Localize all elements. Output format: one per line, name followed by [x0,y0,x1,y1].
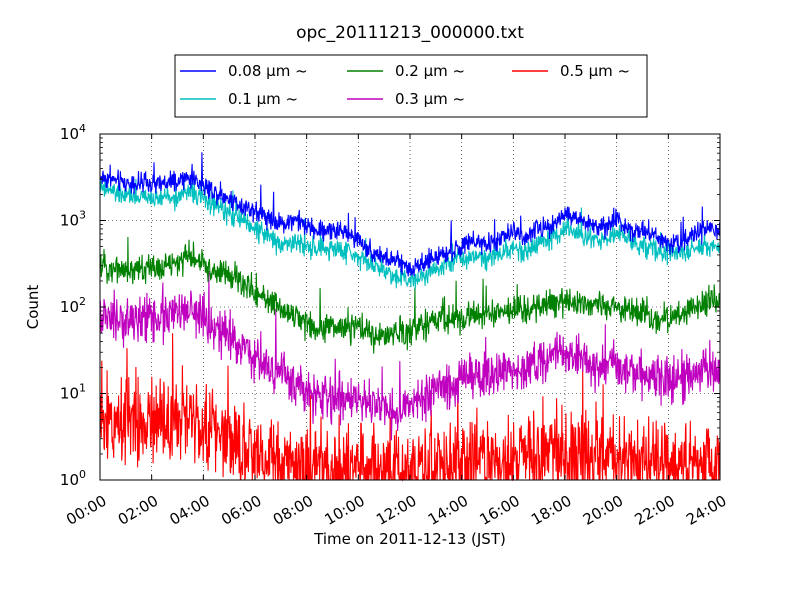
x-tick-label: 06:00 [218,492,264,529]
y-tick-label: 104 [60,122,86,143]
series-line [99,270,721,441]
chart-title: opc_20111213_000000.txt [296,23,524,43]
y-axis-label: Count [24,285,42,330]
legend: 0.08 μm ~ 0.1 μm ~ 0.2 μm ~ 0.3 μm ~ 0.5 μm … [174,54,648,118]
y-tick-label: 103 [60,209,86,230]
x-tick-label: 16:00 [476,492,522,529]
x-tick-label: 20:00 [580,492,626,529]
x-tick-label: 04:00 [166,492,212,529]
x-tick-label: 18:00 [528,492,574,529]
plot-area [99,133,721,482]
series-line [99,152,721,277]
legend-label: 0.08 μm ~ [228,62,308,80]
y-tick-label: 102 [60,295,86,316]
x-tick-label: 24:00 [683,492,729,529]
legend-label: 0.5 μm ~ [560,62,630,80]
legend-label: 0.3 μm ~ [395,90,465,108]
series-line [99,177,721,290]
x-tick-labels: 00:00 02:00 04:00 06:00 08:00 10:00 12:00 14:00… [63,492,729,529]
legend-label: 0.1 μm ~ [228,90,298,108]
x-tick-label: 08:00 [270,492,316,529]
legend-box [174,54,648,118]
y-tick-label: 100 [60,468,86,489]
x-axis-label: Time on 2011-12-13 (JST) [313,530,506,548]
ticks [99,133,721,481]
series-lines [99,152,721,482]
series-line [99,236,721,354]
legend-label: 0.2 μm ~ [395,62,465,80]
x-tick-label: 12:00 [373,492,419,529]
x-tick-label: 02:00 [115,492,161,529]
y-tick-labels: 100 101 102 103 104 [60,122,86,489]
y-tick-label: 101 [60,382,86,403]
x-tick-label: 10:00 [321,492,367,529]
x-tick-label: 22:00 [631,492,677,529]
x-tick-label: 14:00 [425,492,471,529]
x-tick-label: 00:00 [63,492,109,529]
